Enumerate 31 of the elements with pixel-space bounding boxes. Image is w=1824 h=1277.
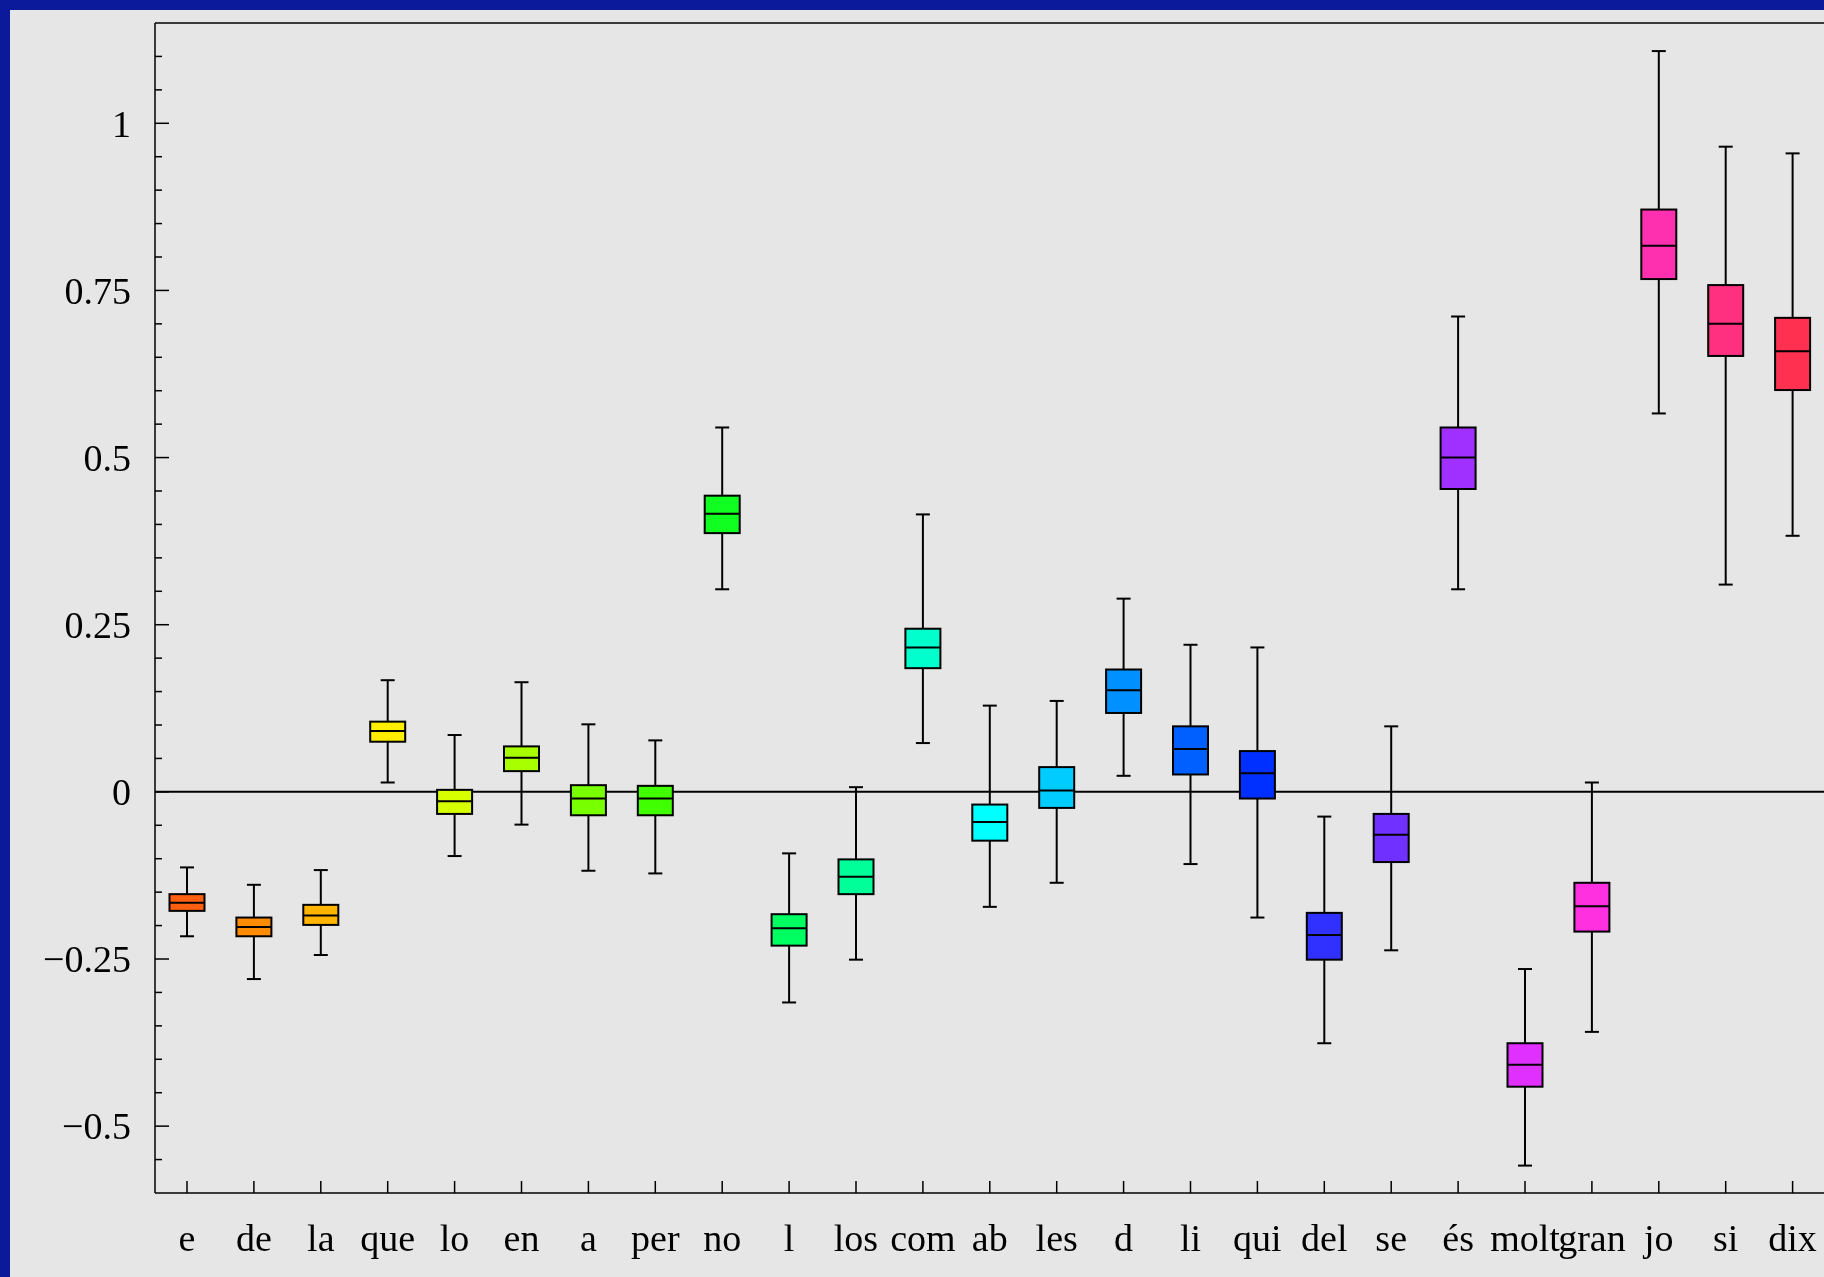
x-tick-label: de: [235, 1217, 272, 1259]
x-tick-label: com: [890, 1217, 956, 1259]
y-tick-label: 0.75: [64, 269, 131, 312]
x-tick-label: d: [1114, 1217, 1134, 1259]
x-tick-label: del: [1301, 1217, 1348, 1259]
x-tick-label: qui: [1233, 1217, 1282, 1259]
x-tick-label: jo: [1642, 1217, 1674, 1259]
x-tick-label: la: [307, 1217, 335, 1259]
x-tick-label: no: [703, 1217, 742, 1259]
x-tick-label: en: [503, 1217, 540, 1259]
y-tick-label: 0: [112, 771, 131, 814]
x-tick-label: que: [360, 1217, 416, 1259]
x-tick-label: e: [178, 1217, 196, 1259]
x-tick-label: ab: [971, 1217, 1008, 1259]
y-tick-label: 0.25: [64, 604, 131, 647]
x-tick-label: li: [1179, 1217, 1202, 1259]
x-tick-label: si: [1713, 1217, 1739, 1259]
x-tick-label: los: [833, 1217, 879, 1259]
y-tick-label: 0.5: [83, 436, 131, 479]
x-tick-label: dix: [1768, 1217, 1817, 1259]
y-tick-label: −0.5: [62, 1105, 131, 1148]
x-tick-label: lo: [439, 1217, 470, 1259]
y-tick-label: 1: [112, 102, 131, 145]
x-tick-label: molt: [1490, 1217, 1561, 1259]
x-tick-label: per: [631, 1217, 680, 1259]
x-tick-label: l: [783, 1217, 795, 1259]
x-tick-label: és: [1442, 1217, 1474, 1259]
y-tick-label: −0.25: [43, 938, 131, 981]
x-tick-label: se: [1375, 1217, 1408, 1259]
x-tick-label: a: [579, 1217, 597, 1259]
x-tick-label: les: [1035, 1217, 1078, 1259]
